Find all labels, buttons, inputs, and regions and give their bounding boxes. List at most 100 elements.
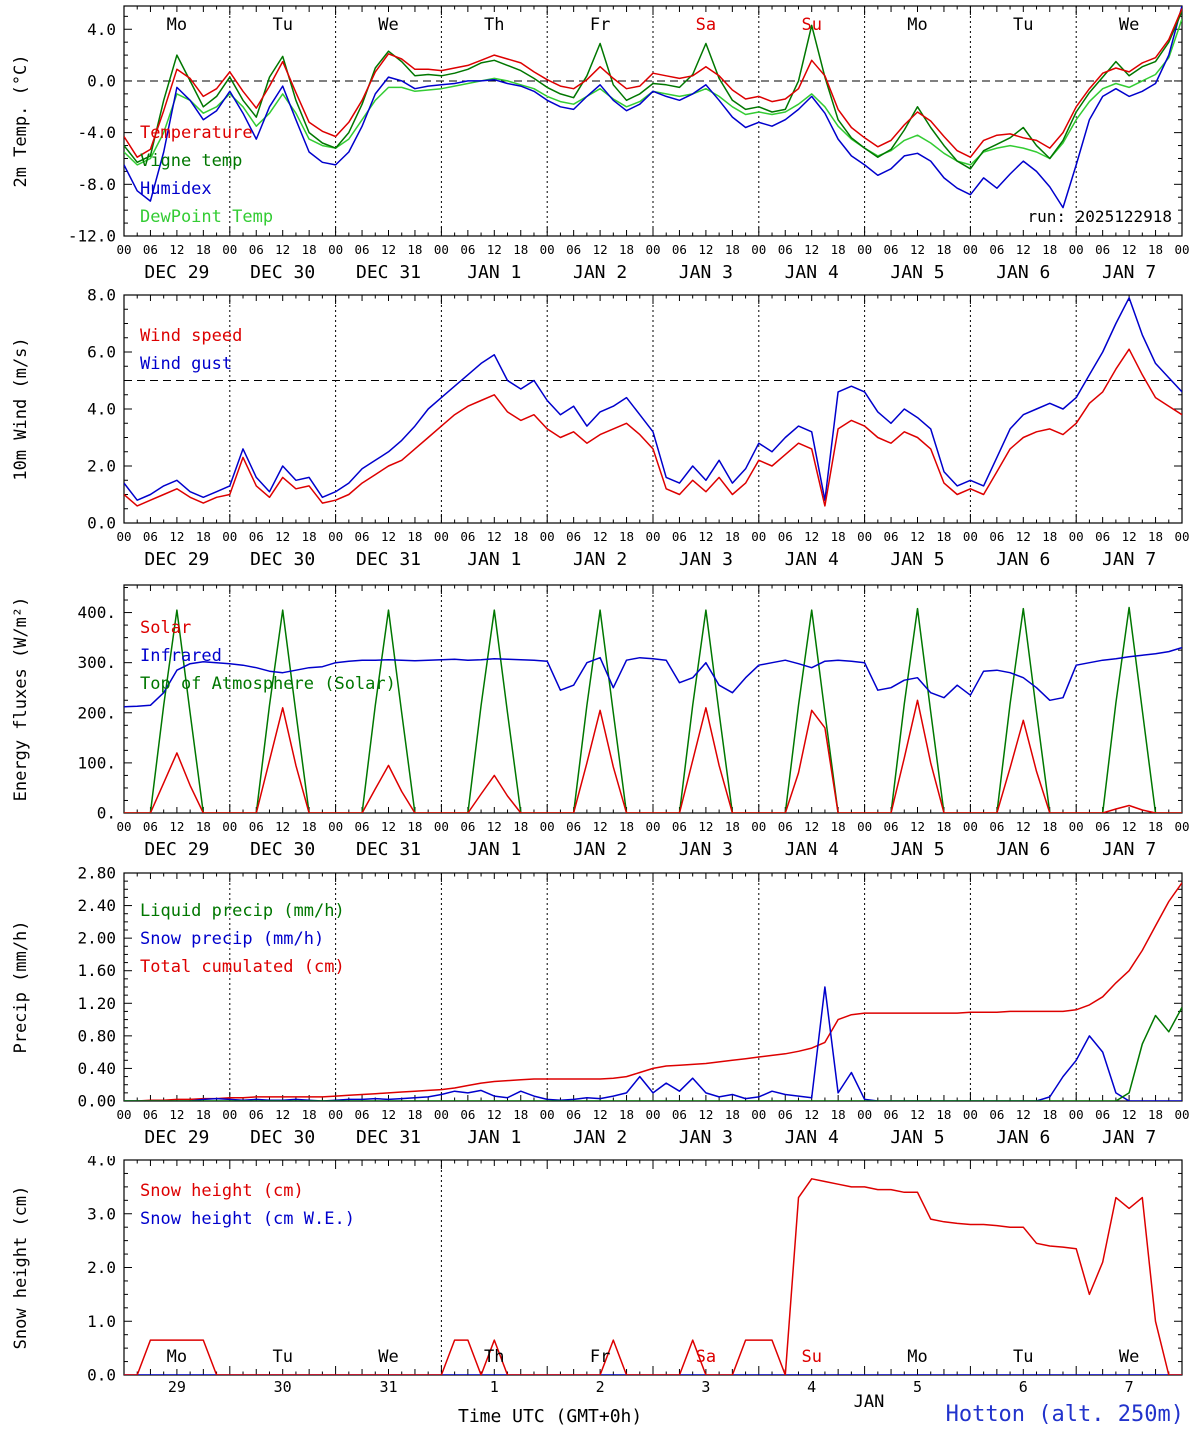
month-label: JAN <box>854 1392 885 1412</box>
date-label: DEC 30 <box>250 1127 315 1148</box>
hour-label: 12 <box>804 819 819 834</box>
hour-label: 18 <box>831 242 846 257</box>
day-number-label: 30 <box>274 1378 292 1396</box>
hour-label: 06 <box>884 1107 899 1122</box>
hour-label: 06 <box>249 529 264 544</box>
y-tick-label: 400. <box>77 603 116 622</box>
hour-label: 00 <box>434 529 449 544</box>
y-tick-label: 0.0 <box>87 71 116 90</box>
date-label: JAN 6 <box>996 839 1050 860</box>
wind-panel: 0.0 2.0 4.0 6.0 8.0 10m Wind (m/s) Wind speed W… <box>11 289 1190 570</box>
footer: MARv3.14 model forced by GFS (c) Lab. of… <box>0 1398 1194 1440</box>
hour-label: 00 <box>116 529 131 544</box>
hour-label: 00 <box>222 529 237 544</box>
y-tick-label: -4.0 <box>77 123 116 142</box>
series-total-cumulated-cm <box>124 882 1182 1101</box>
hour-label: 00 <box>963 529 978 544</box>
hour-label: 18 <box>1148 1107 1163 1122</box>
hour-label: 06 <box>566 819 581 834</box>
hour-label: 00 <box>751 1107 766 1122</box>
legend-infrared: Infrared <box>140 646 222 666</box>
y-tick-label: 1.60 <box>77 961 116 980</box>
hour-label: 12 <box>381 529 396 544</box>
hour-label: 00 <box>1174 242 1189 257</box>
weekday-label: Mo <box>907 15 927 35</box>
hour-label: 06 <box>566 242 581 257</box>
hour-label: 06 <box>778 1107 793 1122</box>
hour-label: 18 <box>196 819 211 834</box>
hour-label: 00 <box>328 242 343 257</box>
hour-label: 00 <box>328 819 343 834</box>
hour-label: 12 <box>275 819 290 834</box>
hour-label: 00 <box>751 242 766 257</box>
y-tick-label: 0.80 <box>77 1026 116 1045</box>
date-label: JAN 4 <box>785 549 839 570</box>
model-credit: MARv3.14 model forced by GFS (c) Lab. of… <box>4 1398 401 1440</box>
hour-label: 00 <box>963 1107 978 1122</box>
date-label: JAN 7 <box>1102 1127 1156 1148</box>
hour-label: 18 <box>936 819 951 834</box>
hour-label: 18 <box>936 529 951 544</box>
hour-label: 00 <box>434 242 449 257</box>
hour-label: 18 <box>513 819 528 834</box>
day-number-label: 3 <box>701 1378 710 1396</box>
hour-label: 00 <box>540 819 555 834</box>
date-label: JAN 4 <box>785 839 839 860</box>
run-label: run: 2025122918 <box>1028 207 1173 226</box>
date-label: JAN 3 <box>679 839 733 860</box>
hour-label: 12 <box>698 1107 713 1122</box>
hour-label: 06 <box>989 242 1004 257</box>
series-vigne-temp <box>124 10 1182 170</box>
hour-label: 18 <box>831 529 846 544</box>
hour-label: 06 <box>355 242 370 257</box>
legend-solar: Solar <box>140 618 191 638</box>
y-axis-title: 2m Temp. (°C) <box>11 54 31 187</box>
hour-label: 00 <box>1174 819 1189 834</box>
hour-label: 12 <box>698 529 713 544</box>
y-tick-label: 2.00 <box>77 929 116 948</box>
hour-label: 06 <box>143 819 158 834</box>
hour-label: 12 <box>169 819 184 834</box>
y-tick-label: 6.0 <box>87 343 116 362</box>
hour-label: 00 <box>857 242 872 257</box>
hour-label: 06 <box>249 1107 264 1122</box>
y-tick-label: 0.40 <box>77 1059 116 1078</box>
hour-label: 18 <box>1148 819 1163 834</box>
date-label: DEC 31 <box>356 839 421 860</box>
weekday-label: Th <box>484 15 504 35</box>
hour-label: 00 <box>1069 242 1084 257</box>
hour-label: 12 <box>1122 529 1137 544</box>
legend-snow-height-cm: Snow height (cm) <box>140 1181 304 1201</box>
weekday-label: Tu <box>1013 1347 1033 1367</box>
hour-label: 12 <box>1122 819 1137 834</box>
series-top-of-atmosphere-solar <box>124 606 1182 813</box>
weekday-label: Fr <box>590 1347 610 1367</box>
weekday-label: Mo <box>907 1347 927 1367</box>
weekday-label: Sa <box>696 15 716 35</box>
hour-label: 06 <box>884 819 899 834</box>
day-number-label: 1 <box>490 1378 499 1396</box>
hour-label: 18 <box>407 819 422 834</box>
date-label: JAN 1 <box>467 1127 521 1148</box>
hour-label: 12 <box>275 1107 290 1122</box>
hour-label: 18 <box>725 242 740 257</box>
weekday-label: Su <box>801 15 821 35</box>
weekday-label: We <box>378 15 398 35</box>
hour-label: 12 <box>487 819 502 834</box>
hour-label: 06 <box>1095 1107 1110 1122</box>
hour-label: 18 <box>725 819 740 834</box>
hour-label: 12 <box>1122 242 1137 257</box>
hour-label: 00 <box>116 242 131 257</box>
hour-label: 12 <box>910 1107 925 1122</box>
hour-label: 06 <box>884 529 899 544</box>
hour-label: 06 <box>778 819 793 834</box>
hour-label: 18 <box>513 242 528 257</box>
hour-label: 06 <box>460 1107 475 1122</box>
y-tick-label: 0.0 <box>87 514 116 533</box>
hour-label: 00 <box>857 819 872 834</box>
hour-label: 00 <box>540 529 555 544</box>
temperature-panel: 4.0 0.0 -4.0 -8.0 -12.0 2m Temp. (°C) Temperat… <box>11 5 1190 283</box>
hour-label: 06 <box>355 819 370 834</box>
series-wind-gust <box>124 297 1182 501</box>
